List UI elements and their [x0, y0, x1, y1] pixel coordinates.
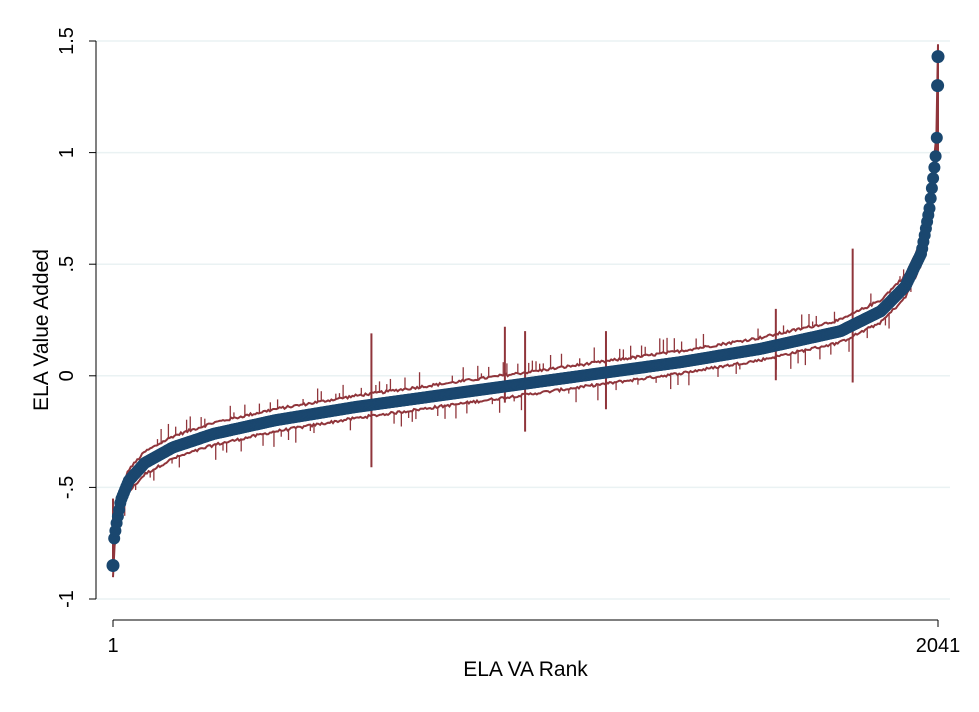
y-tick-label: -.5 [56, 476, 78, 499]
y-tick-label: .5 [56, 256, 78, 273]
estimate-point [928, 161, 941, 174]
highlighted-point [931, 79, 945, 93]
x-tick-label: 2041 [916, 635, 961, 657]
highlighted-point [106, 559, 120, 573]
estimate-point [930, 131, 943, 144]
ci-upper-bound [112, 44, 939, 554]
estimate-point [927, 172, 940, 185]
y-axis-title: ELA Value Added [30, 249, 53, 411]
y-tick-label: -1 [56, 590, 78, 608]
y-tick-label: 0 [56, 370, 78, 381]
estimate-point [924, 192, 937, 205]
estimate-point [929, 150, 942, 163]
x-axis-ticks: 1 2041 [107, 620, 960, 657]
estimate-point [925, 182, 938, 195]
y-tick-label: 1.5 [56, 27, 78, 55]
x-axis-title: ELA VA Rank [463, 658, 588, 681]
axes [95, 41, 938, 621]
x-tick-label: 1 [107, 635, 118, 657]
ci-lower-bound [112, 58, 939, 578]
y-tick-label: 1 [56, 147, 78, 158]
grid-lines [96, 40, 950, 600]
estimate-points [106, 50, 945, 573]
y-axis-ticks: -1 -.5 0 .5 1 1.5 [56, 27, 96, 608]
estimate-point [923, 202, 936, 215]
highlighted-point [931, 50, 945, 64]
